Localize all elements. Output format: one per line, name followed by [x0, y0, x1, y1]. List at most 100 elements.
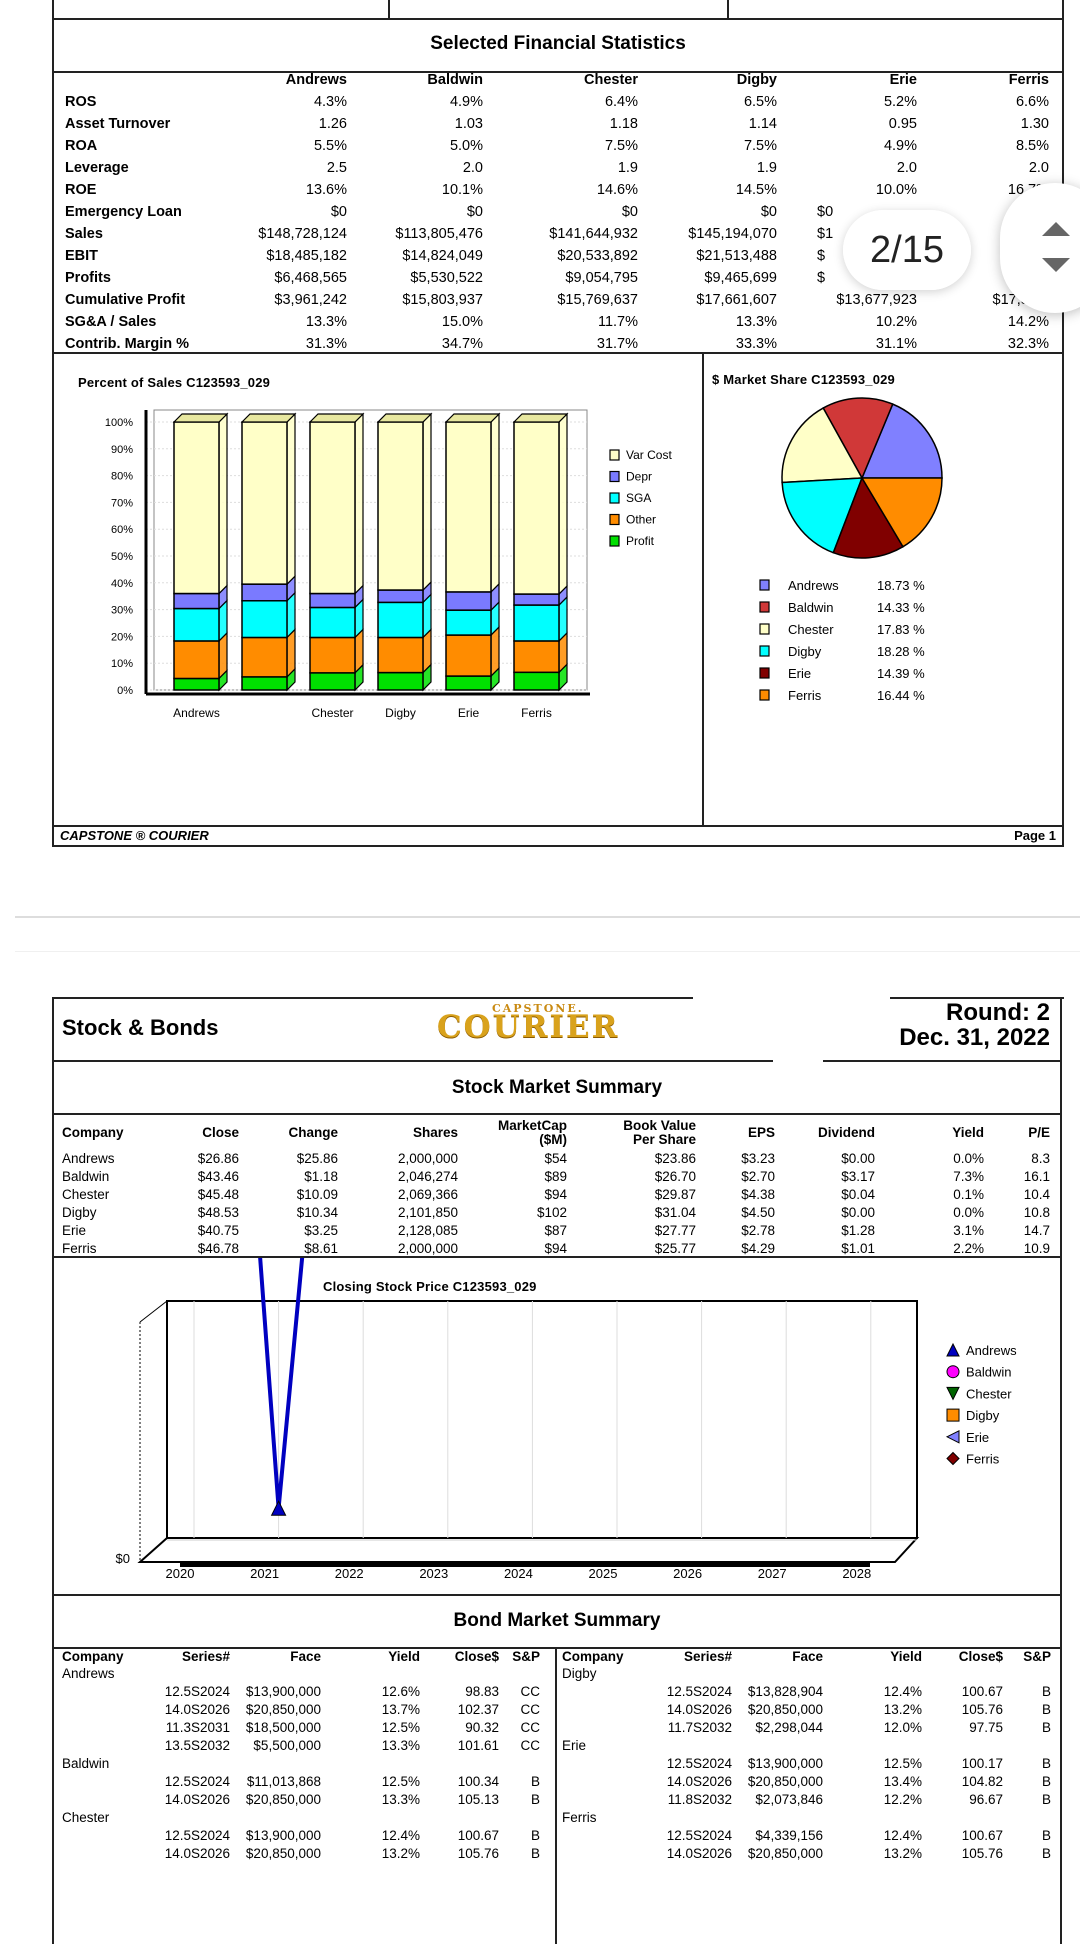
row-label: Emergency Loan	[65, 204, 182, 220]
stat-value: 4.9%	[449, 94, 483, 110]
stock-value: 2.2%	[953, 1241, 984, 1256]
x-tick-label: 2023	[419, 1566, 448, 1581]
column-header: Company	[562, 1649, 624, 1664]
bar-segment-depr	[173, 592, 220, 610]
bond-value: 12.5%	[381, 1774, 420, 1789]
legend-label: Profit	[626, 534, 655, 548]
stock-value: $1.18	[304, 1169, 338, 1184]
stat-value: 4.3%	[313, 94, 347, 110]
bar-segment-other	[241, 636, 288, 678]
bond-value: $13,828,904	[747, 1684, 823, 1699]
page-scroll-handle[interactable]	[1000, 183, 1080, 313]
stock-value: $8.61	[304, 1241, 338, 1256]
x-tick-label: 2022	[335, 1566, 364, 1581]
column-header: Andrews	[285, 72, 347, 88]
bond-value: 14.0S2026	[666, 1774, 732, 1789]
scroll-up-icon[interactable]	[1042, 222, 1070, 236]
bond-value: 14.0S2026	[666, 1846, 732, 1861]
column-header: Close$	[958, 1649, 1003, 1664]
legend-value: 14.39 %	[877, 666, 925, 681]
y-tick-label: 80%	[111, 471, 133, 483]
company-name: Baldwin	[62, 1756, 110, 1771]
legend-label: Other	[626, 513, 656, 527]
bond-value: 98.83	[465, 1684, 499, 1699]
stat-value: 14.5%	[735, 182, 777, 198]
bar-segment-sga	[445, 609, 492, 636]
stat-value: 8.5%	[1015, 138, 1049, 154]
divider	[702, 352, 704, 826]
stat-value: 32.3%	[1007, 336, 1049, 352]
column-header: Yield	[952, 1125, 984, 1140]
x-tick-label: 2025	[589, 1566, 618, 1581]
bar-segment-profit	[173, 677, 220, 691]
bond-value: 14.0S2026	[164, 1702, 230, 1717]
border	[52, 997, 693, 999]
stat-value: 7.5%	[604, 138, 638, 154]
stat-value: $0	[330, 204, 347, 220]
legend-swatch	[609, 492, 620, 504]
stock-value: $26.70	[654, 1169, 696, 1184]
bond-value: 12.4%	[883, 1684, 922, 1699]
bond-value: 12.4%	[883, 1828, 922, 1843]
bond-value: 104.82	[961, 1774, 1003, 1789]
bond-value: 13.5S2032	[164, 1738, 230, 1753]
row-label: SG&A / Sales	[65, 314, 157, 330]
closing-stock-price-chart: Closing Stock Price C123593_029$0$10$20$…	[116, 1258, 1017, 1581]
bar-segment-other	[445, 634, 492, 677]
stat-value: 7.5%	[743, 138, 777, 154]
legend-swatch	[759, 623, 770, 635]
series-andrews	[258, 1258, 305, 1516]
bond-value: 12.5%	[883, 1756, 922, 1771]
section-title: Stock & Bonds	[62, 1015, 219, 1040]
stock-value: $102	[536, 1205, 567, 1220]
column-header: Face	[792, 1649, 823, 1664]
stock-value: 10.9	[1023, 1241, 1050, 1256]
bond-value: 13.3%	[381, 1792, 420, 1807]
bond-market-title: Bond Market Summary	[453, 1610, 661, 1631]
scroll-down-icon[interactable]	[1042, 258, 1070, 272]
plot-edge	[139, 1300, 168, 1323]
bar-segment-var-cost	[445, 421, 492, 593]
bar-top	[444, 413, 501, 423]
legend-label: Ferris	[788, 688, 822, 703]
bond-value: 101.61	[457, 1738, 499, 1753]
column-header: Baldwin	[427, 72, 483, 88]
stat-value: $14,824,049	[402, 248, 483, 264]
bond-value: B	[530, 1792, 540, 1807]
legend-label: Baldwin	[788, 600, 834, 615]
stock-value: $43.46	[197, 1169, 239, 1184]
bond-value: $11,013,868	[246, 1774, 321, 1789]
column-header: Book Value	[623, 1118, 696, 1133]
y-tick-label: 100%	[105, 417, 133, 429]
pie-slice-baldwin	[822, 397, 894, 480]
x-tick-label: 2021	[250, 1566, 279, 1581]
bond-value: 13.2%	[883, 1846, 922, 1861]
row-label: ROA	[65, 138, 98, 154]
bar-segment-var-cost	[513, 421, 560, 595]
row-label: Asset Turnover	[65, 116, 171, 132]
bar-side-var-cost	[490, 412, 500, 594]
stock-value: $1.28	[841, 1223, 875, 1238]
stock-value: 0.0%	[953, 1151, 984, 1166]
stock-value: $29.87	[654, 1187, 696, 1202]
column-header: Series#	[683, 1649, 732, 1664]
row-label: ROS	[65, 94, 97, 110]
bond-value: 12.5S2024	[666, 1828, 732, 1843]
divider	[823, 1060, 1062, 1062]
stat-value: $18,485,182	[266, 248, 347, 264]
legend-swatch	[759, 667, 770, 679]
stock-value: 0.0%	[953, 1205, 984, 1220]
legend-label: Andrews	[966, 1343, 1017, 1358]
bond-value: CC	[520, 1720, 541, 1735]
bond-value: 11.3S2031	[165, 1720, 230, 1735]
bond-value: B	[1041, 1846, 1051, 1861]
column-header: Company	[62, 1125, 124, 1140]
y-tick-label: $0	[116, 1551, 130, 1566]
stat-value: 1.30	[1020, 116, 1049, 132]
divider	[388, 0, 390, 19]
column-header: Digby	[736, 72, 777, 88]
marker-triangle-up	[270, 1500, 287, 1516]
x-tick-label: Chester	[311, 706, 353, 720]
stat-value: 14.2%	[1007, 314, 1049, 330]
bond-value: B	[1041, 1684, 1051, 1699]
